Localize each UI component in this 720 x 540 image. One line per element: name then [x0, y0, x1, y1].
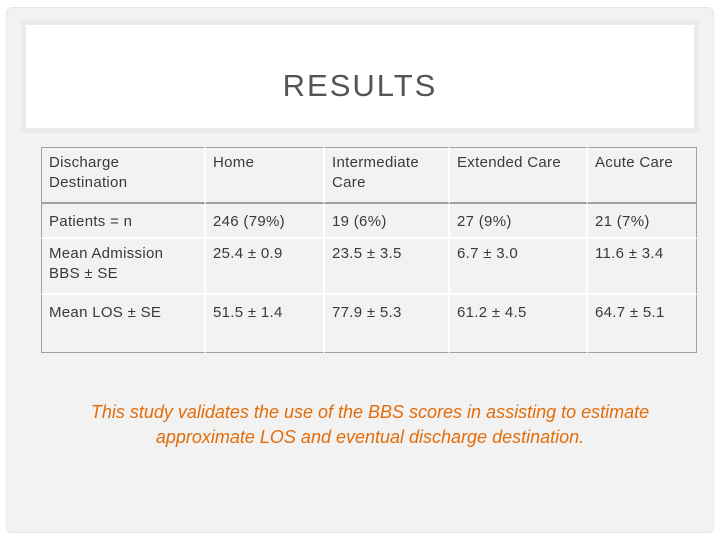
- slide-title: RESULTS: [282, 68, 438, 103]
- table-cell: 51.5 ± 1.4: [206, 295, 325, 353]
- table-cell: 25.4 ± 0.9: [206, 239, 325, 295]
- header-cell: Intermediate Care: [325, 147, 450, 204]
- title-box: RESULTS: [21, 20, 699, 133]
- row-label: Mean LOS ± SE: [41, 295, 206, 353]
- header-cell: Acute Care: [588, 147, 697, 204]
- table-cell: 77.9 ± 5.3: [325, 295, 450, 353]
- table-cell: 23.5 ± 3.5: [325, 239, 450, 295]
- table-row: Patients = n 246 (79%) 19 (6%) 27 (9%) 2…: [41, 204, 697, 239]
- table-cell: 61.2 ± 4.5: [450, 295, 588, 353]
- table-header-row: Discharge Destination Home Intermediate …: [41, 147, 697, 204]
- conclusion-text: This study validates the use of the BBS …: [90, 402, 650, 447]
- results-table: Discharge Destination Home Intermediate …: [41, 147, 697, 353]
- table-cell: 246 (79%): [206, 204, 325, 239]
- table-cell: 21 (7%): [588, 204, 697, 239]
- table-cell: 64.7 ± 5.1: [588, 295, 697, 353]
- table-cell: 19 (6%): [325, 204, 450, 239]
- header-cell: Discharge Destination: [41, 147, 206, 204]
- row-label: Patients = n: [41, 204, 206, 239]
- table-row: Mean Admission BBS ± SE 25.4 ± 0.9 23.5 …: [41, 239, 697, 295]
- header-cell: Home: [206, 147, 325, 204]
- row-label: Mean Admission BBS ± SE: [41, 239, 206, 295]
- table-cell: 11.6 ± 3.4: [588, 239, 697, 295]
- header-cell: Extended Care: [450, 147, 588, 204]
- table-cell: 6.7 ± 3.0: [450, 239, 588, 295]
- table-row: Mean LOS ± SE 51.5 ± 1.4 77.9 ± 5.3 61.2…: [41, 295, 697, 353]
- table-cell: 27 (9%): [450, 204, 588, 239]
